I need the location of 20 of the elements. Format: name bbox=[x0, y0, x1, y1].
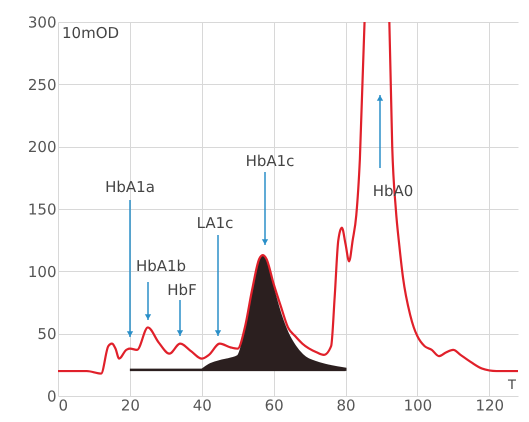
annotation: HbA1b bbox=[136, 257, 186, 275]
annotation: HbF bbox=[167, 281, 197, 299]
y-tick-label: 200 bbox=[28, 138, 56, 156]
x-tick-label: 0 bbox=[58, 396, 68, 414]
x-axis-title: T bbox=[507, 378, 516, 393]
annotation: LA1c bbox=[196, 214, 234, 232]
x-tick-label: 80 bbox=[336, 396, 356, 414]
y-tick-label: 50 bbox=[37, 325, 56, 344]
x-tick-label: 60 bbox=[264, 396, 284, 414]
x-tick-label: 100 bbox=[404, 396, 432, 414]
y-tick-label: 150 bbox=[28, 200, 56, 218]
annotation: HbA1c bbox=[246, 152, 294, 170]
annotation: HbA1a bbox=[105, 178, 155, 196]
y-tick-label: 100 bbox=[28, 262, 56, 281]
y-tick-label: 300 bbox=[28, 14, 56, 32]
x-tick-label: 20 bbox=[120, 396, 140, 414]
x-tick-label: 40 bbox=[192, 396, 212, 414]
x-tick-label: 120 bbox=[475, 396, 504, 414]
y-tick-label: 250 bbox=[28, 76, 56, 94]
y-axis-title: 10mOD bbox=[62, 24, 120, 42]
